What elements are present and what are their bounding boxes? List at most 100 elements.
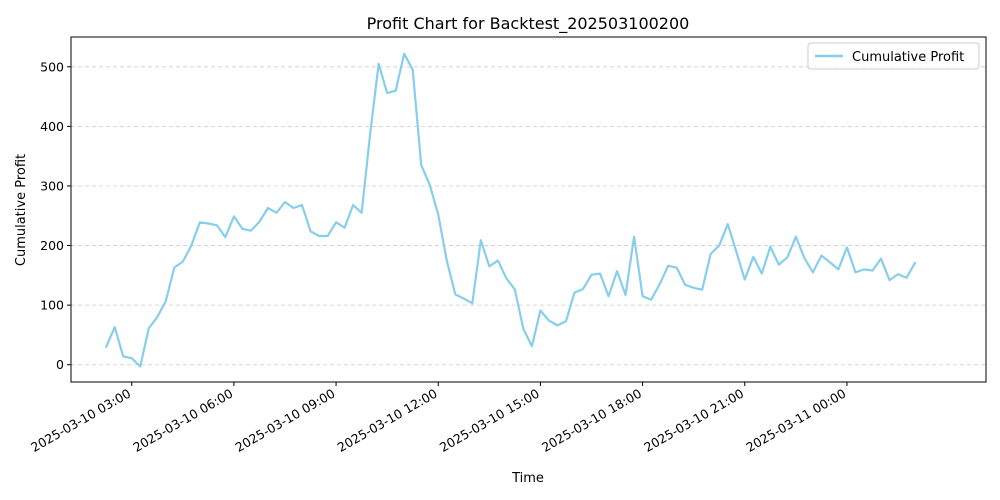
- data-point: [709, 252, 713, 256]
- data-point: [462, 297, 466, 301]
- data-point: [836, 267, 840, 271]
- data-point: [419, 163, 423, 167]
- data-point: [845, 245, 849, 249]
- data-point: [905, 276, 909, 280]
- data-point: [607, 294, 611, 298]
- data-point: [726, 222, 730, 226]
- data-point: [760, 272, 764, 276]
- data-point: [879, 257, 883, 261]
- data-point: [683, 283, 687, 287]
- legend: Cumulative Profit: [807, 42, 980, 70]
- data-point: [436, 213, 440, 217]
- data-point: [751, 255, 755, 259]
- data-point: [428, 183, 432, 187]
- plot-frame: [70, 36, 987, 383]
- data-point: [794, 235, 798, 239]
- data-point: [615, 269, 619, 273]
- data-point: [913, 261, 917, 265]
- y-tick-label: 300: [40, 178, 64, 193]
- chart-title: Profit Chart for Backtest_202503100200: [367, 14, 690, 34]
- data-point: [266, 206, 270, 210]
- data-point: [343, 226, 347, 230]
- data-point: [385, 91, 389, 95]
- data-point: [351, 203, 355, 207]
- data-point: [274, 211, 278, 215]
- data-point: [283, 200, 287, 204]
- data-point: [232, 214, 236, 218]
- series-layer: [104, 52, 917, 369]
- data-point: [641, 294, 645, 298]
- data-point: [309, 229, 313, 233]
- data-point: [692, 286, 696, 290]
- data-point: [888, 278, 892, 282]
- x-axis-label: Time: [511, 471, 544, 486]
- data-point: [853, 270, 857, 274]
- data-point: [581, 287, 585, 291]
- y-axis-label: Cumulative Profit: [14, 154, 29, 266]
- data-point: [317, 234, 321, 238]
- data-point: [819, 254, 823, 258]
- data-point: [138, 365, 142, 369]
- data-point: [530, 344, 534, 348]
- data-point: [334, 220, 338, 224]
- data-point: [249, 229, 253, 233]
- data-point: [240, 227, 244, 231]
- data-point: [292, 206, 296, 210]
- data-point: [598, 272, 602, 276]
- data-point: [768, 245, 772, 249]
- y-tick-label: 100: [40, 298, 64, 313]
- data-point: [487, 264, 491, 268]
- data-point: [700, 288, 704, 292]
- data-point: [360, 211, 364, 215]
- data-point: [632, 235, 636, 239]
- data-point: [164, 299, 168, 303]
- data-point: [181, 260, 185, 264]
- data-point: [172, 266, 176, 270]
- data-point: [538, 309, 542, 313]
- data-point: [624, 293, 628, 297]
- data-point: [377, 62, 381, 66]
- data-point: [547, 319, 551, 323]
- y-tick-label: 0: [56, 357, 64, 372]
- data-point: [198, 220, 202, 224]
- data-point: [394, 89, 398, 93]
- data-point: [828, 260, 832, 264]
- series-line-cumulative-profit: [105, 52, 917, 368]
- data-point: [104, 345, 108, 349]
- data-point: [777, 263, 781, 267]
- data-point: [223, 235, 227, 239]
- data-point: [513, 288, 517, 292]
- legend-label-cumulative-profit: Cumulative Profit: [852, 50, 964, 65]
- data-point: [257, 220, 261, 224]
- data-point: [555, 323, 559, 327]
- data-point: [870, 269, 874, 273]
- data-point: [445, 258, 449, 262]
- data-point: [121, 354, 125, 358]
- data-point: [300, 203, 304, 207]
- data-point: [113, 325, 117, 329]
- data-point: [130, 356, 134, 360]
- data-point: [564, 319, 568, 323]
- data-point: [504, 276, 508, 280]
- data-point: [155, 315, 159, 319]
- legend-box: [807, 42, 980, 70]
- data-point: [402, 52, 406, 56]
- y-tick-label: 200: [40, 238, 64, 253]
- data-point: [862, 267, 866, 271]
- data-point: [215, 223, 219, 227]
- data-point: [572, 291, 576, 295]
- data-point: [675, 266, 679, 270]
- data-point: [658, 282, 662, 286]
- data-point: [521, 327, 525, 331]
- y-tick-label: 500: [40, 59, 64, 74]
- data-point: [368, 132, 372, 136]
- y-tick-label: 400: [40, 119, 64, 134]
- data-point: [811, 270, 815, 274]
- data-point: [590, 273, 594, 277]
- data-point: [666, 264, 670, 268]
- data-point: [896, 272, 900, 276]
- data-point: [649, 298, 653, 302]
- data-point: [734, 250, 738, 254]
- data-point: [206, 222, 210, 226]
